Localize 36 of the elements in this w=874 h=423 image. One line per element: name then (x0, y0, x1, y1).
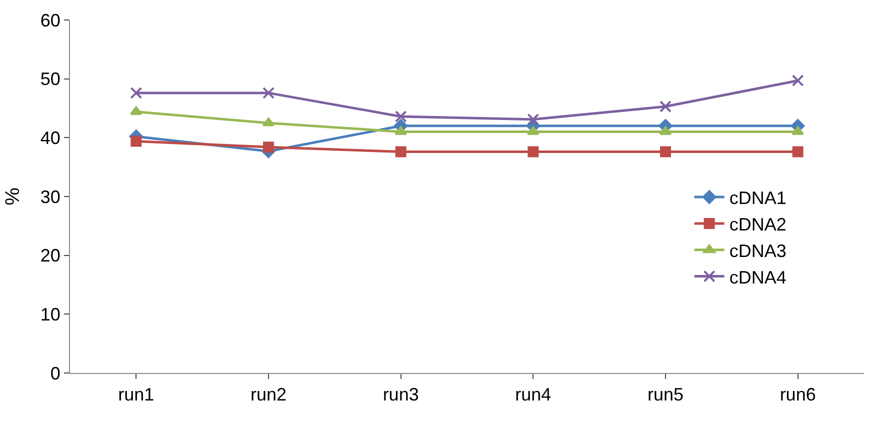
point (394, 110, 407, 122)
point (527, 113, 540, 126)
point (262, 86, 274, 99)
legend-label: cDNA2 (729, 214, 786, 234)
y-tick-label: 10 (40, 304, 60, 324)
point (262, 117, 275, 126)
y-tick-label: 30 (40, 186, 60, 207)
x-tick-label: run4 (515, 384, 552, 405)
point (660, 146, 671, 158)
y-tick-label: 50 (40, 69, 60, 90)
x-tick-label: run3 (382, 384, 419, 405)
y-tick-label: 40 (40, 128, 60, 148)
point (792, 146, 804, 158)
x-tick-label: run1 (118, 384, 154, 405)
y-axis-title: % (2, 187, 24, 206)
point (526, 126, 540, 136)
x-tick-label: run6 (780, 384, 816, 405)
y-tick-label: 0 (50, 363, 60, 384)
point (792, 126, 804, 136)
y-tick-label: 20 (40, 246, 60, 266)
x-tick-label: run5 (647, 384, 684, 405)
point (528, 146, 539, 158)
legend-label: cDNA3 (729, 240, 786, 261)
point (395, 146, 406, 158)
point (660, 100, 672, 112)
point (130, 106, 142, 116)
point (130, 136, 142, 147)
y-tick-label: 60 (40, 10, 60, 30)
point (792, 74, 804, 87)
point (263, 142, 274, 153)
point (130, 86, 142, 99)
legend-label: cDNA1 (729, 188, 786, 208)
x-tick-label: run2 (250, 384, 287, 405)
legend-label: cDNA4 (729, 267, 786, 288)
point (394, 126, 408, 136)
point (659, 126, 672, 136)
